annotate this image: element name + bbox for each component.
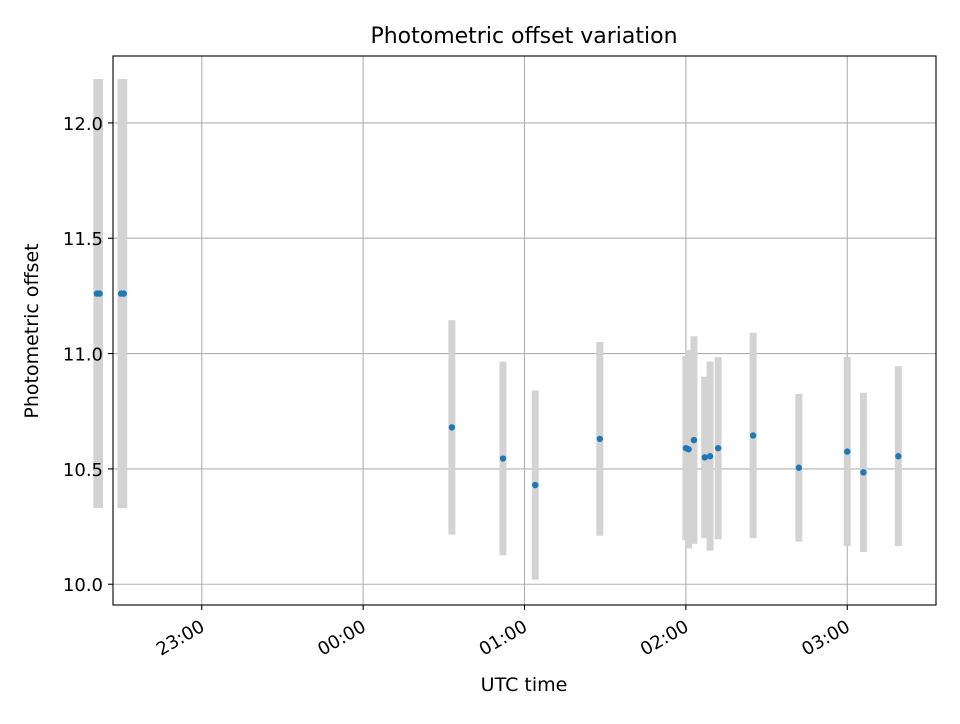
data-point — [706, 453, 714, 460]
y-tick-label: 12.0 — [63, 114, 103, 135]
y-tick-label: 11.0 — [63, 345, 103, 366]
point-layer — [93, 290, 902, 489]
data-point — [690, 436, 698, 444]
data-point — [895, 453, 902, 460]
data-point — [96, 290, 103, 297]
y-tick-label: 11.5 — [63, 229, 103, 250]
data-point — [714, 444, 722, 452]
data-point — [860, 469, 867, 476]
data-point — [532, 481, 539, 489]
data-point — [448, 424, 456, 431]
data-point — [701, 454, 708, 461]
y-axis-label: Photometric offset — [21, 243, 43, 418]
data-point — [120, 290, 127, 297]
data-point — [749, 432, 757, 439]
data-point — [795, 464, 803, 471]
x-axis-label: UTC time — [481, 674, 568, 696]
chart-title: Photometric offset variation — [370, 24, 677, 49]
y-tick-label: 10.5 — [63, 460, 103, 481]
data-point — [844, 448, 851, 455]
y-tick-label: 10.0 — [63, 575, 103, 596]
data-point — [596, 435, 604, 443]
data-point — [685, 446, 692, 453]
data-point — [499, 455, 507, 462]
